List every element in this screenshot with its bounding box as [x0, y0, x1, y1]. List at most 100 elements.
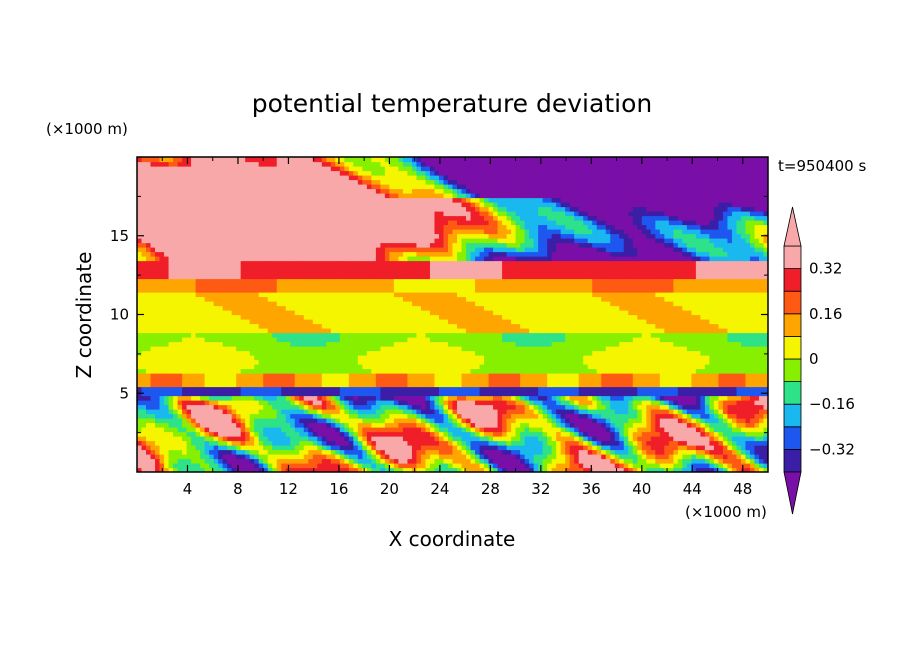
- heatmap-cell: [393, 454, 400, 460]
- heatmap-cell: [420, 350, 427, 356]
- heatmap-cell: [583, 400, 589, 406]
- heatmap-cell: [411, 310, 418, 316]
- heatmap-cell: [583, 467, 589, 472]
- heatmap-cell: [542, 373, 548, 379]
- heatmap-cell: [722, 332, 729, 338]
- heatmap-cell: [641, 368, 647, 374]
- heatmap-cell: [722, 359, 729, 365]
- heatmap-cell: [727, 377, 733, 383]
- heatmap-cell: [326, 404, 332, 410]
- heatmap-cell: [686, 418, 692, 424]
- heatmap-cell: [276, 427, 282, 433]
- heatmap-cell: [434, 400, 440, 406]
- heatmap-cell: [718, 440, 724, 446]
- heatmap-cell: [371, 368, 377, 374]
- heatmap-cell: [605, 337, 611, 343]
- heatmap-cell: [533, 373, 539, 379]
- heatmap-cell: [583, 431, 589, 437]
- heatmap-cell: [375, 400, 381, 406]
- heatmap-cell: [209, 346, 215, 352]
- heatmap-cell: [263, 341, 269, 347]
- heatmap-cell: [195, 431, 201, 437]
- heatmap-cell: [254, 386, 260, 392]
- heatmap-cell: [740, 364, 747, 370]
- heatmap-cell: [438, 440, 445, 446]
- heatmap-cell: [650, 332, 656, 338]
- heatmap-cell: [339, 418, 345, 424]
- heatmap-cell: [637, 413, 643, 419]
- heatmap-cell: [245, 355, 251, 361]
- heatmap-cell: [204, 449, 210, 455]
- heatmap-cell: [650, 400, 656, 406]
- heatmap-cell: [402, 355, 409, 361]
- heatmap-cell: [628, 458, 634, 464]
- heatmap-cell: [357, 463, 363, 469]
- heatmap-cell: [200, 386, 206, 392]
- heatmap-cell: [384, 332, 390, 338]
- heatmap-cell: [380, 337, 386, 343]
- heatmap-cell: [339, 449, 345, 455]
- heatmap-cell: [709, 409, 715, 415]
- heatmap-cell: [524, 400, 530, 406]
- heatmap-cell: [704, 337, 711, 343]
- heatmap-cell: [556, 449, 562, 455]
- heatmap-cell: [515, 404, 521, 410]
- heatmap-cell: [614, 400, 620, 406]
- heatmap-cell: [610, 404, 616, 410]
- heatmap-cell: [763, 395, 768, 401]
- heatmap-cell: [493, 431, 499, 437]
- heatmap-cell: [493, 463, 499, 469]
- heatmap-cell: [641, 350, 647, 356]
- heatmap-cell: [623, 364, 629, 370]
- heatmap-cell: [592, 364, 598, 370]
- heatmap-cell: [731, 337, 738, 343]
- heatmap-cell: [475, 467, 481, 472]
- heatmap-cell: [272, 386, 278, 392]
- heatmap-cell: [695, 377, 701, 383]
- heatmap-cell: [641, 454, 647, 460]
- heatmap-cell: [574, 386, 580, 392]
- heatmap-cell: [407, 449, 413, 455]
- heatmap-cell: [267, 395, 273, 401]
- heatmap-cell: [362, 382, 368, 388]
- heatmap-cell: [159, 395, 165, 401]
- heatmap-cell: [173, 413, 179, 419]
- heatmap-cell: [276, 319, 282, 325]
- heatmap-cell: [479, 359, 485, 365]
- heatmap-cell: [488, 310, 494, 316]
- heatmap-cell: [763, 355, 768, 361]
- heatmap-cell: [475, 328, 481, 334]
- heatmap-cell: [276, 422, 282, 428]
- heatmap-cell: [659, 449, 665, 455]
- heatmap-cell: [416, 310, 422, 316]
- heatmap-cell: [551, 364, 557, 370]
- heatmap-cell: [709, 346, 715, 352]
- heatmap-cell: [691, 391, 697, 397]
- heatmap-cell: [353, 328, 359, 334]
- heatmap-cell: [466, 418, 472, 424]
- heatmap-cell: [745, 431, 751, 437]
- heatmap-cell: [141, 346, 147, 352]
- heatmap-cell: [285, 332, 291, 338]
- heatmap-cell: [182, 463, 188, 469]
- heatmap-cell: [375, 458, 381, 464]
- heatmap-cell: [375, 359, 381, 365]
- heatmap-cell: [547, 449, 553, 455]
- heatmap-cell: [722, 400, 729, 406]
- heatmap-cell: [587, 436, 593, 442]
- heatmap-cell: [168, 458, 174, 464]
- heatmap-cell: [601, 395, 607, 401]
- heatmap-cell: [763, 404, 768, 410]
- heatmap-cell: [646, 337, 652, 343]
- heatmap-cell: [587, 467, 593, 472]
- heatmap-cell: [515, 359, 521, 365]
- heatmap-cell: [204, 400, 210, 406]
- heatmap-cell: [704, 431, 711, 437]
- heatmap-cell: [700, 454, 706, 460]
- heatmap-cell: [457, 427, 463, 433]
- heatmap-cell: [267, 382, 273, 388]
- heatmap-cell: [475, 422, 481, 428]
- heatmap-cell: [529, 382, 535, 388]
- heatmap-cell: [416, 413, 422, 419]
- heatmap-cell: [623, 458, 629, 464]
